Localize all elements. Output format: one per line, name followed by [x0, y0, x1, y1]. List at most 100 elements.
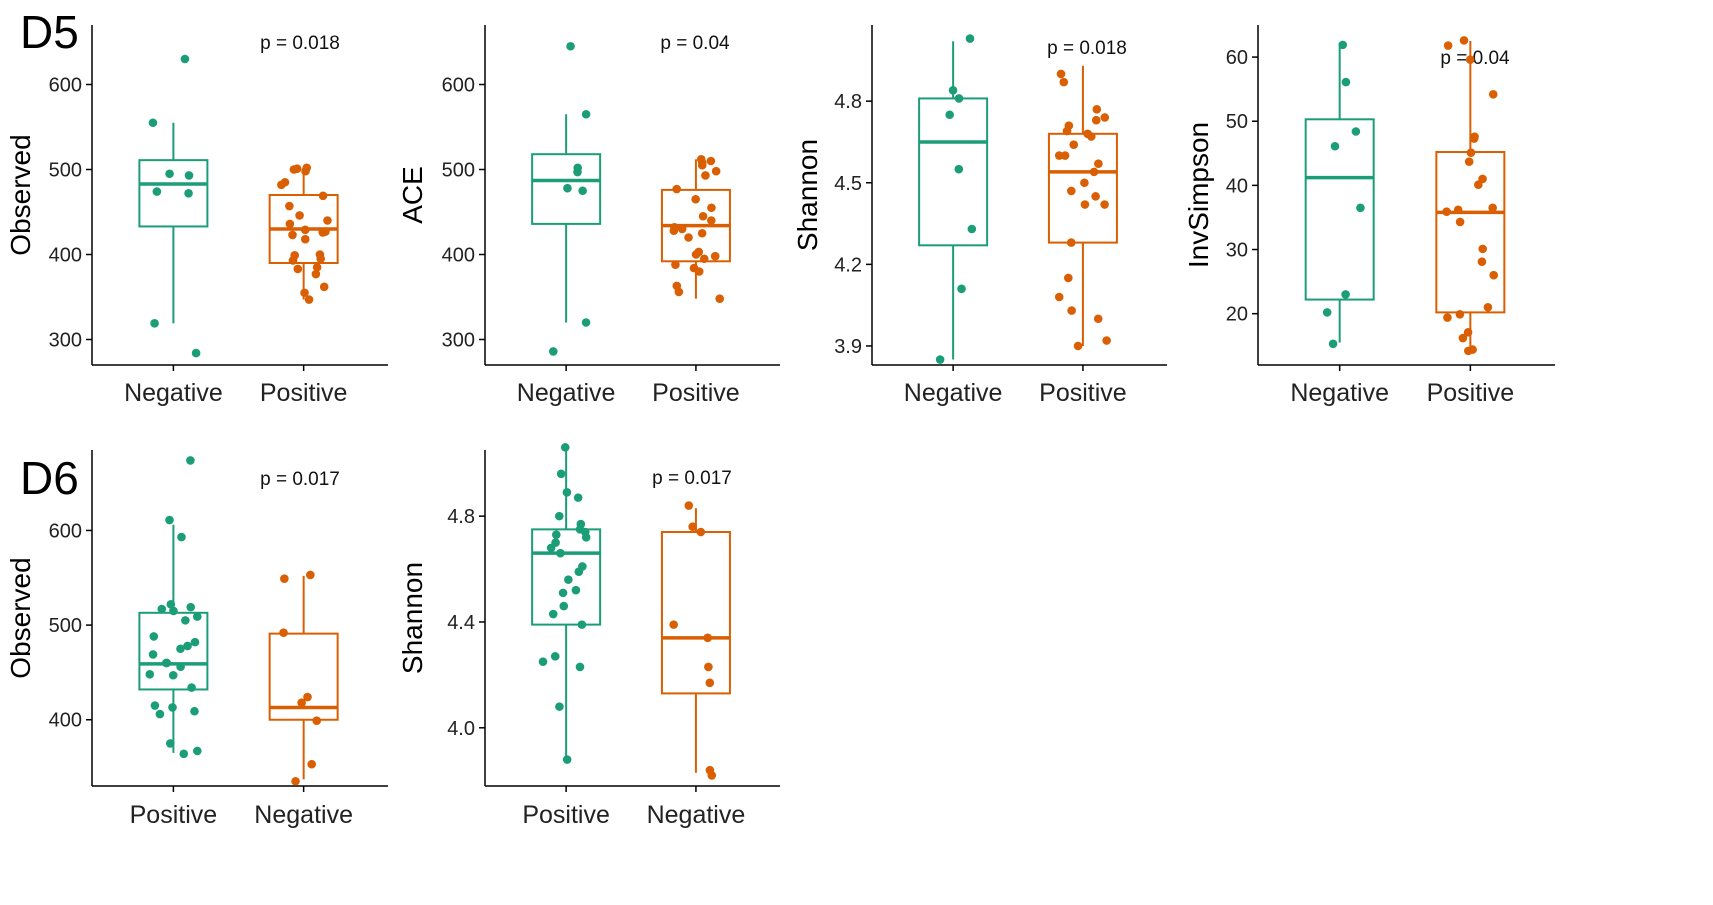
data-point	[280, 574, 289, 584]
data-point	[291, 776, 300, 786]
data-point	[581, 318, 591, 327]
data-point	[177, 532, 186, 542]
y-axis-label: Shannon	[397, 562, 428, 674]
data-point	[1089, 167, 1099, 177]
data-point	[1093, 314, 1103, 324]
group-positive: Positive	[1427, 36, 1514, 407]
x-tick-label: Negative	[517, 379, 616, 407]
data-point	[301, 166, 310, 176]
data-point	[559, 601, 569, 611]
data-point	[186, 602, 196, 612]
data-point	[1060, 151, 1070, 160]
data-point	[190, 706, 199, 716]
data-point	[560, 443, 570, 452]
data-point	[554, 511, 564, 521]
group-negative: Negative	[904, 34, 1002, 407]
x-tick-label: Negative	[124, 379, 223, 407]
data-point	[571, 585, 581, 595]
y-tick-label: 4.0	[447, 718, 475, 740]
data-point	[319, 282, 329, 292]
data-point	[707, 203, 716, 213]
data-point	[1100, 200, 1109, 209]
y-axis-label: ACE	[397, 166, 428, 224]
data-point	[1092, 105, 1102, 114]
data-point	[697, 160, 707, 170]
y-tick-label: 30	[1226, 240, 1248, 262]
data-point	[674, 287, 684, 297]
data-point	[548, 609, 558, 619]
data-point	[157, 604, 167, 614]
data-point	[1341, 290, 1350, 299]
data-point	[1442, 207, 1451, 216]
data-point	[552, 530, 561, 539]
panel-3: 3.9 4.2 4.5 4.8 Shannon p = 0.018 Negative Posi…	[792, 25, 1167, 407]
data-point	[684, 233, 693, 242]
data-point	[312, 262, 322, 272]
data-point	[307, 759, 317, 769]
box-iqr	[531, 153, 602, 225]
y-tick-label: 600	[49, 520, 82, 542]
data-point	[1488, 203, 1497, 213]
data-point	[169, 606, 178, 616]
data-point	[152, 187, 162, 196]
data-point	[691, 194, 700, 204]
data-point	[1455, 217, 1465, 227]
data-point	[165, 739, 175, 748]
panel-4: 20 30 40 50 60 InvSimpson p = 0.04 Negative Posi…	[1183, 25, 1555, 407]
x-tick-label: Positive	[522, 801, 610, 829]
panel-6: 4.0 4.4 4.8 Shannon p = 0.017 Positive Negativ…	[397, 443, 780, 829]
box-iqr	[1435, 151, 1506, 314]
y-tick-label: 4.5	[834, 173, 862, 195]
data-point	[1054, 292, 1064, 302]
data-point	[300, 288, 309, 298]
data-point	[562, 755, 572, 764]
data-point	[710, 251, 720, 261]
group-positive: Positive	[1039, 65, 1127, 407]
data-point	[581, 109, 591, 119]
data-point	[184, 189, 193, 198]
x-tick-label: Positive	[130, 801, 218, 829]
data-point	[965, 34, 975, 43]
y-tick-label: 400	[49, 710, 82, 732]
data-point	[555, 702, 564, 711]
data-point	[1067, 306, 1076, 315]
data-point	[1453, 205, 1463, 215]
group-positive: Positive	[652, 155, 740, 407]
data-point	[563, 183, 572, 193]
data-point	[191, 348, 201, 358]
data-point	[1465, 55, 1475, 64]
box-iqr	[531, 528, 602, 626]
data-point	[669, 226, 679, 235]
y-tick-label: 600	[49, 75, 82, 97]
data-point	[1477, 257, 1487, 267]
group-positive: Positive	[522, 443, 610, 829]
data-point	[155, 709, 165, 719]
y-tick-label: 50	[1226, 111, 1248, 133]
data-point	[945, 110, 954, 120]
data-point	[300, 225, 310, 235]
data-point	[697, 228, 707, 238]
data-point	[1100, 113, 1110, 122]
data-point	[148, 118, 158, 128]
y-tick-label: 60	[1226, 47, 1248, 69]
data-point	[279, 628, 288, 637]
data-point	[703, 633, 713, 643]
data-point	[1458, 333, 1468, 343]
data-point	[183, 641, 192, 651]
data-point	[1056, 69, 1066, 79]
box-iqr	[1304, 118, 1375, 301]
data-point	[556, 548, 565, 558]
data-point	[556, 469, 566, 479]
data-point	[1351, 127, 1361, 136]
data-point	[566, 41, 575, 51]
data-point	[698, 211, 708, 221]
data-point	[575, 662, 585, 672]
data-point	[704, 662, 713, 672]
y-tick-label: 4.8	[834, 91, 862, 113]
data-point	[967, 224, 977, 234]
box-iqr	[660, 531, 731, 695]
x-tick-label: Positive	[260, 379, 348, 407]
data-point	[184, 171, 194, 180]
x-tick-label: Negative	[254, 801, 353, 829]
group-positive: Positive	[130, 456, 218, 829]
